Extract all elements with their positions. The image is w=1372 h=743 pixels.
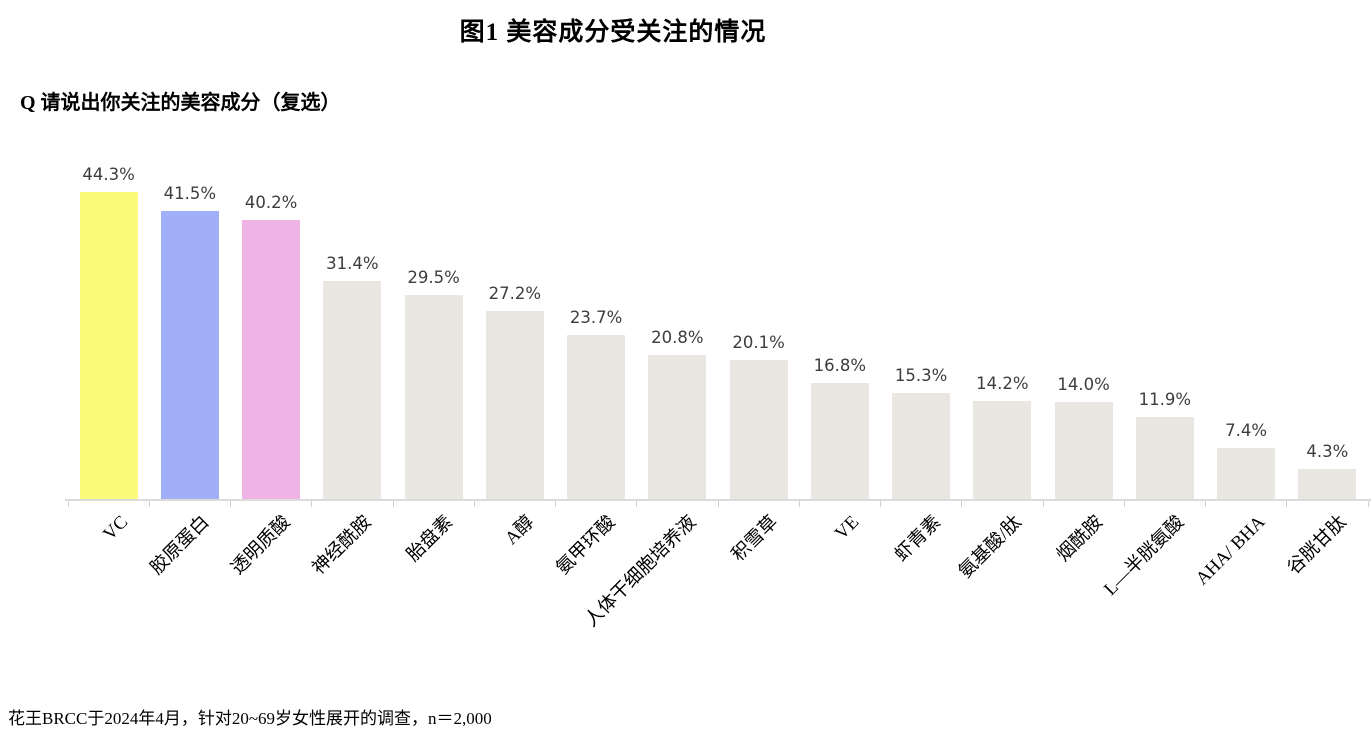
category-label: AHA/ BHA [1192,512,1270,590]
chart-bar [648,355,707,499]
bar-value-label: 40.2% [244,192,298,212]
axis-tick [798,501,800,507]
category-label: 积雪草 [728,512,783,566]
category-label: 氨甲环酸 [553,512,620,579]
category-label: 谷胱甘肽 [1284,512,1351,579]
bar-value-label: 16.8% [813,355,867,375]
bar-value-label: 44.3% [82,164,135,184]
bar-value-label: 20.1% [732,332,785,352]
axis-tick [717,501,719,507]
category-label: VC [99,512,133,545]
x-axis-labels: VC 胶原蛋白 透明质酸 神经酰胺 胎盘素 A醇 氨甲环酸 人体干细胞培养液 积雪草 VE 虾青素氨… [68,512,1368,733]
axis-tick [67,501,69,507]
axis-tick [1286,501,1288,507]
chart-bar [892,393,951,499]
chart-bar [79,192,138,499]
chart-bar [242,220,301,499]
chart-bar [1217,448,1276,499]
category-label: 胎盘素 [403,512,458,566]
category-label: 烟酰胺 [1053,512,1108,566]
chart-bar [160,211,219,499]
bar-value-label: 31.4% [326,253,379,273]
category-label: 胶原蛋白 [146,512,214,579]
axis-tick [555,501,556,507]
axis-tick [636,501,638,507]
bar-value-label: 29.5% [407,267,460,287]
chart-bar [973,401,1032,499]
bar-value-label: 14.0% [1057,374,1110,394]
category-label: 神经酰胺 [309,512,376,579]
axis-tick [311,501,313,507]
chart-bar [810,383,869,499]
chart-bar [1135,417,1194,499]
chart-bar [485,311,544,499]
bar-value-label: 11.9% [1138,389,1192,409]
chart-bar [729,360,788,499]
bar-value-label: 7.4% [1225,420,1268,440]
bar-value-label: 15.3% [894,365,948,385]
axis-tick [1205,501,1206,507]
category-label: L—半胱氨酸 [1100,512,1189,600]
chart-bar [404,295,463,499]
footnote: 花王BRCC于2024年4月，针对20~69岁女性展开的调查，n＝2,000 [8,709,492,728]
axis-tick [148,501,150,507]
axis-tick [392,501,394,507]
chart-bar [1298,469,1357,499]
bar-value-label: 14.2% [976,373,1029,393]
category-label: A醇 [501,512,539,549]
page-title: 图1 美容成分受关注的情况 [459,19,767,46]
axis-tick [880,501,881,507]
category-label: 氨基酸/肽 [955,512,1026,583]
bar-value-label: 27.2% [488,283,542,303]
category-label: 透明质酸 [228,512,295,579]
chart-bar [323,281,382,499]
axis-tick [1042,501,1044,507]
bar-chart: VC 胶原蛋白 透明质酸 神经酰胺 胎盘素 A醇 氨甲环酸 人体干细胞培养液 积雪草 VE 虾青素氨… [65,155,1371,631]
bar-value-label: 23.7% [569,307,623,327]
category-label: VE [831,512,864,544]
chart-bar [1054,402,1113,499]
axis-tick [1123,501,1125,507]
axis-tick [230,501,231,507]
bar-value-label: 20.8% [651,327,704,347]
axis-tick [961,501,963,507]
x-axis-line [65,499,1371,501]
axis-tick [473,501,475,507]
bar-value-label: 41.5% [163,183,217,203]
axis-tick [1367,501,1369,507]
bar-value-label: 4.3% [1306,441,1349,461]
category-label: 虾青素 [891,512,945,566]
chart-bar [567,335,626,499]
question-label: Q 请说出你关注的美容成分（复选） [20,92,341,114]
